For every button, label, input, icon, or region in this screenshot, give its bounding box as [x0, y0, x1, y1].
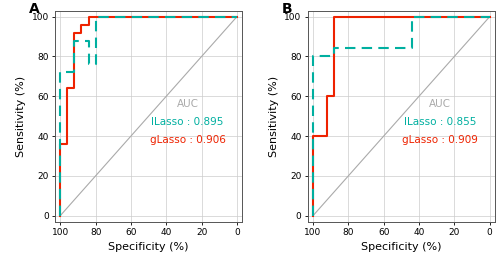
Text: B: B [282, 2, 292, 16]
Y-axis label: Sensitivity (%): Sensitivity (%) [268, 76, 278, 157]
Text: AUC: AUC [176, 99, 199, 109]
X-axis label: Specificity (%): Specificity (%) [108, 242, 189, 252]
Text: lLasso : 0.855: lLasso : 0.855 [404, 117, 476, 127]
Text: AUC: AUC [429, 99, 451, 109]
Text: gLasso : 0.909: gLasso : 0.909 [402, 135, 478, 145]
X-axis label: Specificity (%): Specificity (%) [361, 242, 442, 252]
Y-axis label: Sensitivity (%): Sensitivity (%) [16, 76, 26, 157]
Text: A: A [29, 2, 40, 16]
Text: lLasso : 0.895: lLasso : 0.895 [152, 117, 224, 127]
Text: gLasso : 0.906: gLasso : 0.906 [150, 135, 226, 145]
